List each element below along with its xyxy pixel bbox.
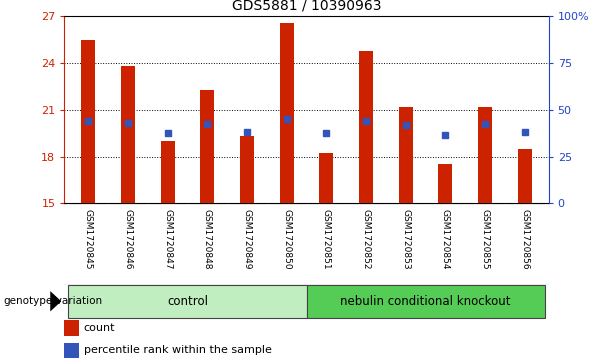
Bar (64, 343, 79, 359)
Bar (64, 320, 79, 336)
Text: nebulin conditional knockout: nebulin conditional knockout (340, 295, 511, 308)
Text: GSM1720852: GSM1720852 (362, 209, 370, 269)
Bar (200, 90, 214, 203)
Bar (240, 136, 254, 203)
Text: GSM1720849: GSM1720849 (243, 209, 251, 269)
Text: count: count (84, 323, 115, 333)
Bar (399, 107, 413, 203)
Bar (306, 285, 545, 318)
Text: GSM1720853: GSM1720853 (402, 209, 410, 270)
Bar (280, 23, 294, 203)
Text: percentile rank within the sample: percentile rank within the sample (84, 345, 272, 355)
Bar (478, 107, 492, 203)
Text: GSM1720846: GSM1720846 (123, 209, 132, 269)
Bar (438, 164, 452, 203)
Text: GSM1720856: GSM1720856 (520, 209, 529, 270)
Bar (68, 285, 306, 318)
Text: GSM1720847: GSM1720847 (163, 209, 172, 269)
Polygon shape (50, 291, 61, 311)
Bar (319, 154, 333, 203)
Bar (359, 50, 373, 203)
Text: GSM1720855: GSM1720855 (481, 209, 490, 270)
Text: GSM1720848: GSM1720848 (203, 209, 211, 269)
Bar (121, 66, 135, 203)
Bar (161, 141, 175, 203)
Bar (82, 40, 95, 203)
Text: genotype/variation: genotype/variation (3, 296, 102, 306)
Title: GDS5881 / 10390963: GDS5881 / 10390963 (232, 0, 381, 12)
Text: GSM1720850: GSM1720850 (282, 209, 291, 270)
Text: GSM1720854: GSM1720854 (441, 209, 450, 269)
Text: GSM1720851: GSM1720851 (322, 209, 331, 270)
Bar (518, 149, 531, 203)
Text: control: control (167, 295, 208, 308)
Text: GSM1720845: GSM1720845 (84, 209, 93, 269)
